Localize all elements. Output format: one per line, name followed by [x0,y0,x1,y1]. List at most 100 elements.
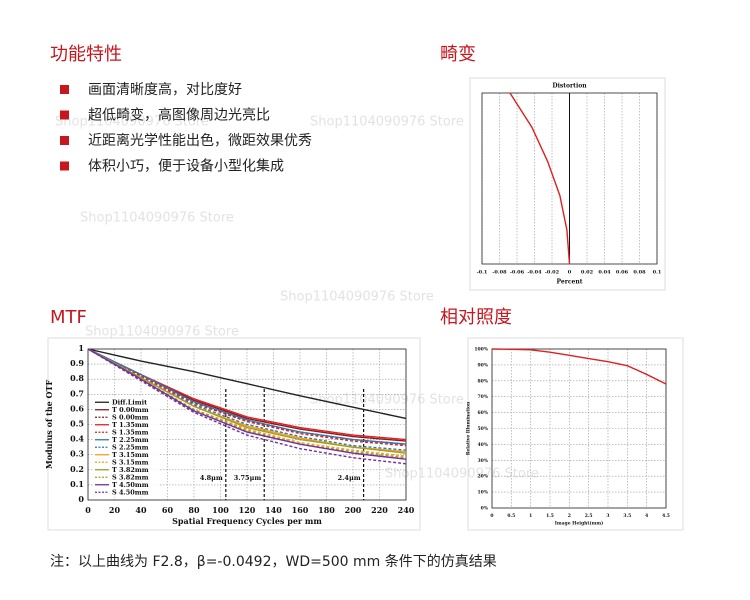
x-tick-label: 1 [529,513,532,519]
chart-title: Distortion [552,83,587,90]
watermark: Shop1104090976 Store [310,393,464,408]
chart-frame [469,77,666,291]
section-title: 畸变 [440,44,476,65]
bullet [60,136,69,145]
x-tick-label: 1.5 [546,513,554,519]
x-tick-label: -0.02 [545,270,560,276]
y-tick-label: 70% [477,394,488,400]
note: 注：以上曲线为 F2.8，β=-0.0492，WD=500 mm 条件下的仿真结… [50,553,497,570]
y-tick-label: 30% [477,458,488,464]
x-tick-label: 0 [490,513,493,519]
x-tick-label: -0.04 [527,270,542,276]
line-series [491,348,667,385]
watermark: Shop1104090976 Store [385,467,539,482]
legend-label: T 3.82mm [112,466,149,474]
annotation: 3.75μm [234,474,262,482]
x-tick-label: -0.08 [492,270,507,276]
y-tick-label: 90% [477,362,488,368]
line-series [509,92,571,265]
watermark: Shop1104090976 Store [55,115,209,130]
legend-label: T 1.35mm [112,421,149,429]
bullet [60,85,69,94]
section-title: 相对照度 [440,307,512,328]
y-tick-label: 0.1 [70,479,84,489]
watermark: Shop1104090976 Store [310,115,464,130]
x-tick-label: 220 [371,505,388,515]
x-tick-label: 140 [265,505,282,515]
y-tick-label: 10% [477,490,488,496]
x-tick-label: 0.1 [653,270,662,276]
chart-frame [47,337,421,531]
y-tick-label: 0.4 [70,434,84,444]
legend-label: S 3.15mm [112,458,149,466]
y-tick-label: 0.3 [70,449,84,459]
x-tick-label: 200 [345,505,362,515]
feature-item: 近距离光学性能出色，微距效果优秀 [88,132,312,149]
y-tick-label: 60% [477,410,488,416]
x-tick-label: 40 [135,505,147,515]
y-tick-label: 40% [477,442,488,448]
annotation: 4.8μm [200,474,223,482]
y-tick-label: 100% [474,347,488,353]
line-series [87,348,407,465]
x-tick-label: 0.02 [581,270,594,276]
x-tick-label: 0 [85,505,91,515]
y-tick-label: 0.9 [70,358,84,368]
y-axis-label: Modulus of the OTF [44,380,54,470]
y-axis-label: Relative Illumination [466,401,472,455]
y-tick-label: 50% [477,426,488,432]
x-tick-label: -0.1 [477,270,488,276]
y-tick-label: 0.7 [70,388,84,398]
bullet [60,110,69,120]
x-tick-label: 0 [568,270,572,276]
annotation: 2.4μm [338,474,361,482]
x-tick-label: -0.06 [510,270,525,276]
x-tick-label: 20 [109,505,121,515]
feature-item: 画面清晰度高，对比度好 [88,81,242,98]
y-tick-label: 0.8 [70,373,84,383]
y-tick-label: 0 [78,494,84,504]
line-series [87,348,407,447]
x-axis-label: Percent [557,279,583,286]
plot-frame [87,348,407,501]
y-tick-label: 1 [78,343,84,353]
legend-label: S 3.82mm [112,473,149,481]
x-tick-label: 60 [162,505,174,515]
y-tick-label: 0.2 [70,464,84,474]
bullet [60,161,69,171]
x-tick-label: 0.06 [616,270,629,276]
watermark: Shop1104090976 Store [280,290,434,305]
x-tick-label: 3 [606,513,609,519]
section-title: 功能特性 [50,44,122,65]
x-tick-label: 0.5 [507,513,515,519]
y-tick-label: 20% [477,474,488,480]
legend-label: T 4.50mm [112,481,149,489]
x-tick-label: 160 [292,505,309,515]
section-title: MTF [50,307,87,328]
legend-label: S 1.35mm [112,428,149,436]
x-tick-label: 4 [645,513,648,519]
x-axis-label: Spatial Frequency Cycles per mm [172,516,322,526]
x-tick-label: 2 [568,513,571,519]
x-tick-label: 120 [239,505,256,515]
y-tick-label: 80% [477,378,488,384]
legend-label: T 3.15mm [112,451,149,459]
feature-item: 体积小巧，便于设备小型化集成 [88,158,284,175]
line-series [87,348,407,460]
x-tick-label: 3.5 [623,513,631,519]
feature-item: 超低畸变，高图像周边光亮比 [88,107,270,124]
x-tick-label: 180 [318,505,335,515]
legend-label: S 2.25mm [112,443,149,451]
x-tick-label: 2.5 [585,513,593,519]
chart-frame [467,337,684,531]
legend-label: S 0.00mm [112,413,149,421]
legend-label: Diff.Limit [112,398,147,406]
legend-label: S 4.50mm [112,488,149,496]
x-tick-label: 0.04 [598,270,611,276]
x-axis-label: Image Height(mm) [555,520,603,527]
y-tick-label: 0.6 [70,403,84,413]
legend-label: T 0.00mm [112,406,149,414]
watermark: Shop1104090976 Store [85,325,239,340]
